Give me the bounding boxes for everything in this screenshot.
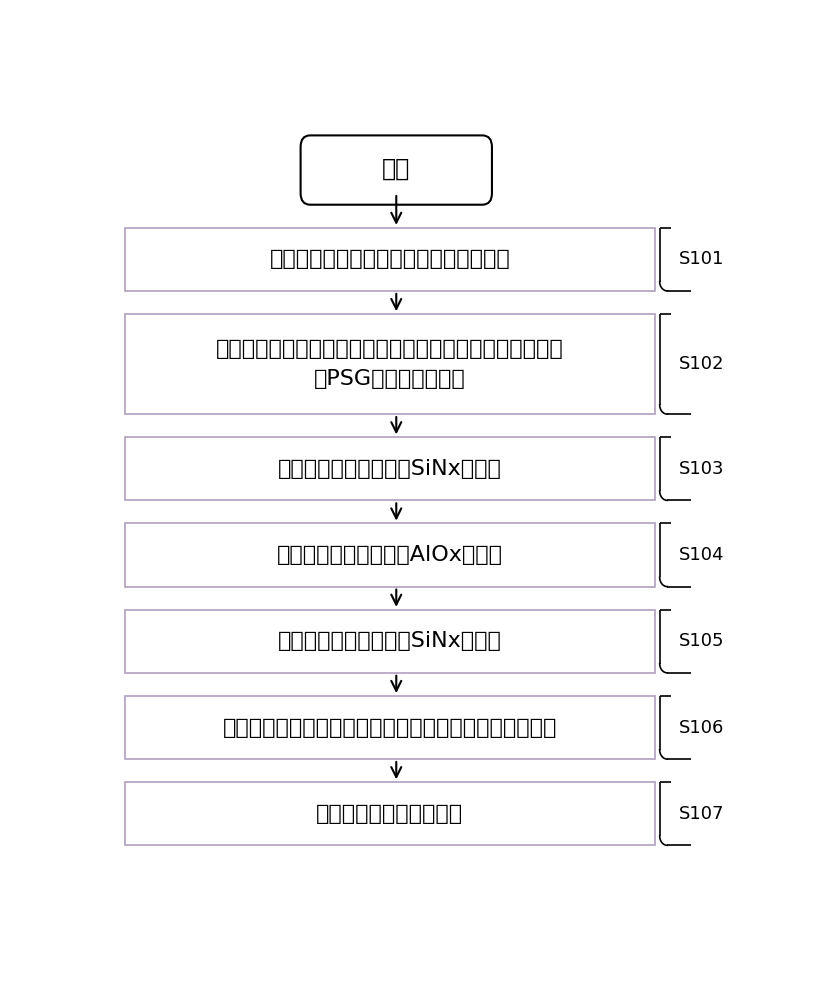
Text: S101: S101 xyxy=(679,250,724,268)
FancyBboxPatch shape xyxy=(300,135,492,205)
Text: 在所述硅片的正面形成SiNx减反层: 在所述硅片的正面形成SiNx减反层 xyxy=(278,459,502,479)
Text: 在所述硅片的正面形成磷扩散层，然后去除所述硅片的正面
的PSG和周边磷扩散层: 在所述硅片的正面形成磷扩散层，然后去除所述硅片的正面 的PSG和周边磷扩散层 xyxy=(216,339,564,389)
Text: 对所述硅片进行激光开窗，所述激光开窗工艺分两次完成: 对所述硅片进行激光开窗，所述激光开窗工艺分两次完成 xyxy=(223,718,557,738)
Text: S106: S106 xyxy=(679,719,724,737)
Text: S102: S102 xyxy=(679,355,724,373)
FancyBboxPatch shape xyxy=(125,314,654,414)
Text: 提供硅片，并在所述硅片的正面形成绒面: 提供硅片，并在所述硅片的正面形成绒面 xyxy=(269,249,510,269)
Text: 对所述硅片进行丝网印刷: 对所述硅片进行丝网印刷 xyxy=(316,804,463,824)
FancyBboxPatch shape xyxy=(125,523,654,587)
FancyBboxPatch shape xyxy=(125,228,654,291)
Text: 开始: 开始 xyxy=(382,157,411,181)
Text: S107: S107 xyxy=(679,805,724,823)
Text: 在所述硅片的背面形成AlOx钝化层: 在所述硅片的背面形成AlOx钝化层 xyxy=(277,545,503,565)
FancyBboxPatch shape xyxy=(125,610,654,673)
FancyBboxPatch shape xyxy=(125,437,654,500)
Text: S103: S103 xyxy=(679,460,724,478)
FancyBboxPatch shape xyxy=(125,696,654,759)
Text: S104: S104 xyxy=(679,546,724,564)
Text: 在所述硅片的背面形成SiNx保护层: 在所述硅片的背面形成SiNx保护层 xyxy=(278,631,502,651)
FancyBboxPatch shape xyxy=(125,782,654,845)
Text: S105: S105 xyxy=(679,632,724,650)
